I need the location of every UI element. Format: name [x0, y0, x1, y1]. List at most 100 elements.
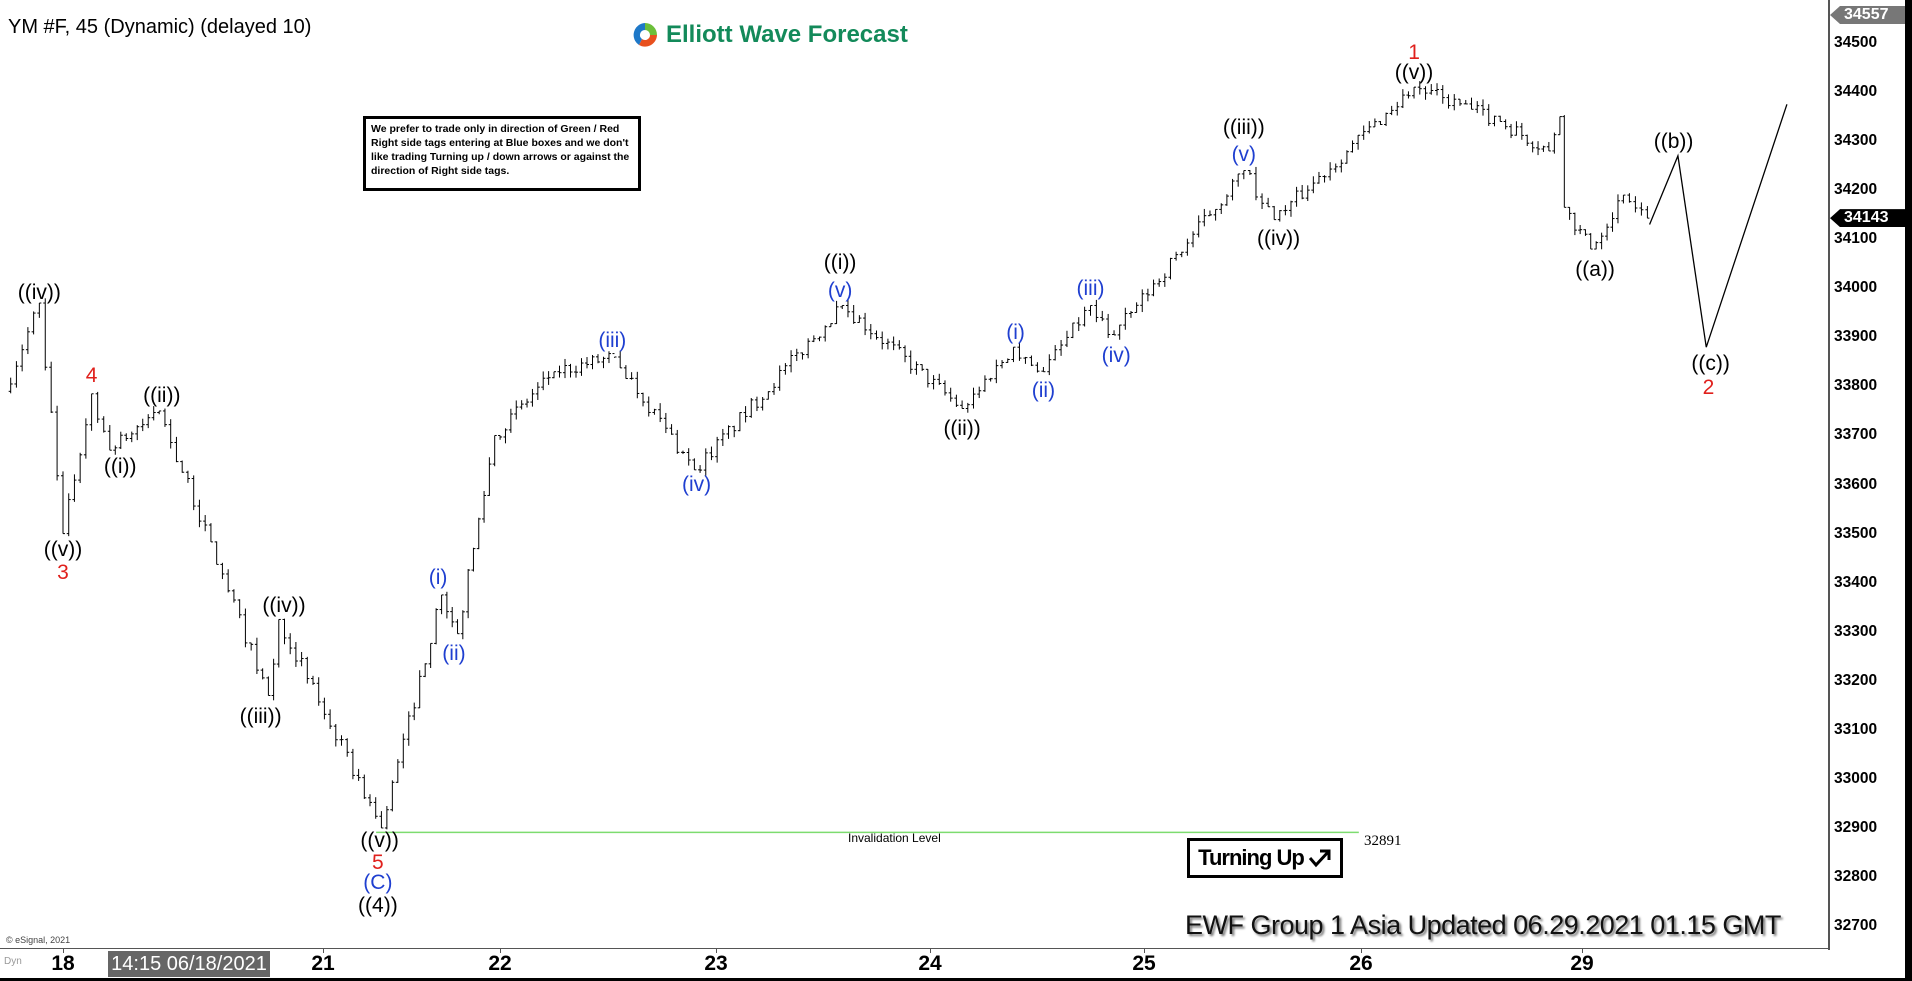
- price-bar: [1384, 112, 1389, 127]
- price-bar: [715, 436, 720, 463]
- price-bar: [434, 608, 439, 645]
- price-bar: [8, 377, 13, 394]
- price-bar: [1196, 215, 1201, 238]
- price-bar: [641, 392, 646, 407]
- price-bar: [1578, 225, 1583, 235]
- date-axis[interactable]: [0, 948, 1829, 979]
- price-bar: [885, 338, 890, 350]
- price-bar: [971, 387, 976, 409]
- price-bar: [135, 425, 140, 441]
- wave-label: ((ii)): [943, 417, 981, 441]
- price-bar: [903, 345, 908, 363]
- price-bar: [965, 402, 970, 413]
- wave-label: (iv): [1101, 344, 1131, 367]
- price-bar: [840, 304, 845, 310]
- price-bar: [1134, 302, 1139, 313]
- price-tag-high: 34557: [1830, 6, 1905, 25]
- arrow-up-right-icon: [1308, 849, 1331, 868]
- wave-label: 1: [1408, 40, 1420, 64]
- price-bar: [151, 406, 156, 421]
- price-bar: [1530, 141, 1535, 153]
- wave-label: ((v)): [43, 537, 83, 561]
- price-bar: [1389, 105, 1394, 116]
- y-tick-label: 32800: [1834, 868, 1878, 886]
- price-bar: [1185, 238, 1190, 256]
- price-bar: [960, 400, 965, 409]
- price-bar: [931, 375, 936, 390]
- price-bar: [508, 408, 513, 433]
- y-tick-label: 34300: [1834, 132, 1878, 150]
- price-bar: [390, 780, 395, 812]
- price-bar: [1492, 115, 1497, 127]
- price-bar: [428, 642, 433, 668]
- wave-label: ((ii)): [143, 384, 181, 408]
- y-tick-label: 33600: [1834, 475, 1878, 493]
- price-bar: [1260, 193, 1265, 210]
- price-bar: [1202, 208, 1207, 227]
- price-bar: [1395, 101, 1400, 116]
- price-bar: [168, 419, 173, 449]
- price-bar: [1053, 345, 1058, 361]
- wave-label: 2: [1702, 375, 1715, 399]
- price-bar: [1023, 356, 1028, 364]
- price-bar: [1100, 310, 1105, 322]
- x-tick-label: 21: [311, 952, 335, 975]
- wave-label: 4: [85, 363, 98, 387]
- wave-label: ((i)): [103, 454, 137, 478]
- price-bar: [720, 428, 725, 447]
- price-bar: [874, 330, 879, 340]
- price-bar: [237, 599, 242, 619]
- turning-label: Turning Up: [1198, 845, 1305, 870]
- price-bar: [254, 637, 259, 675]
- price-bar: [417, 670, 422, 709]
- turning-up-badge: Turning Up: [1187, 838, 1343, 878]
- y-tick-label: 33800: [1834, 377, 1878, 395]
- price-bar: [1514, 121, 1519, 136]
- price-bar: [1480, 99, 1485, 116]
- price-bar: [777, 365, 782, 391]
- y-tick-label: 33700: [1834, 426, 1878, 444]
- price-bar: [851, 304, 856, 324]
- wave-label: ((v)): [1394, 61, 1434, 85]
- price-bar: [1621, 194, 1626, 204]
- price-bar: [1322, 175, 1327, 183]
- price-bar: [1440, 85, 1445, 104]
- price-bar: [868, 324, 873, 340]
- price-bar: [1162, 273, 1167, 287]
- x-tick-label: 29: [1570, 952, 1594, 975]
- price-bar: [794, 348, 799, 362]
- y-tick-label: 33500: [1834, 524, 1878, 542]
- price-bar: [1509, 123, 1514, 139]
- price-bar: [1230, 178, 1235, 201]
- price-bar: [249, 642, 254, 651]
- price-bar: [988, 377, 993, 382]
- price-bar: [20, 344, 25, 372]
- price-bar: [401, 733, 406, 769]
- price-tag-current: 34143: [1830, 209, 1905, 228]
- price-bar: [760, 397, 765, 411]
- price-bar: [140, 418, 145, 432]
- price-bar: [203, 515, 208, 532]
- price-bar: [311, 675, 316, 685]
- wave-label: ((b)): [1653, 129, 1694, 153]
- y-tick-label: 33200: [1834, 671, 1878, 689]
- price-bar: [891, 336, 896, 351]
- price-bar: [737, 412, 742, 432]
- price-bar: [1372, 118, 1377, 128]
- price-bar: [1005, 358, 1010, 363]
- wave-label: ((iii)): [1222, 116, 1265, 140]
- x-tick-mark: [323, 948, 324, 953]
- price-bar: [669, 424, 674, 435]
- y-tick-label: 33100: [1834, 720, 1878, 738]
- price-bar: [107, 425, 112, 451]
- price-bar: [226, 569, 231, 593]
- invalidation-value: 32891: [1364, 833, 1402, 849]
- price-bar: [412, 702, 417, 721]
- price-bar: [406, 711, 411, 746]
- price-bar: [1029, 355, 1034, 367]
- price-chart[interactable]: [0, 0, 1829, 948]
- price-bar: [55, 405, 60, 481]
- price-bar: [658, 403, 663, 423]
- price-bar: [1207, 210, 1212, 217]
- y-tick-label: 34000: [1834, 279, 1878, 297]
